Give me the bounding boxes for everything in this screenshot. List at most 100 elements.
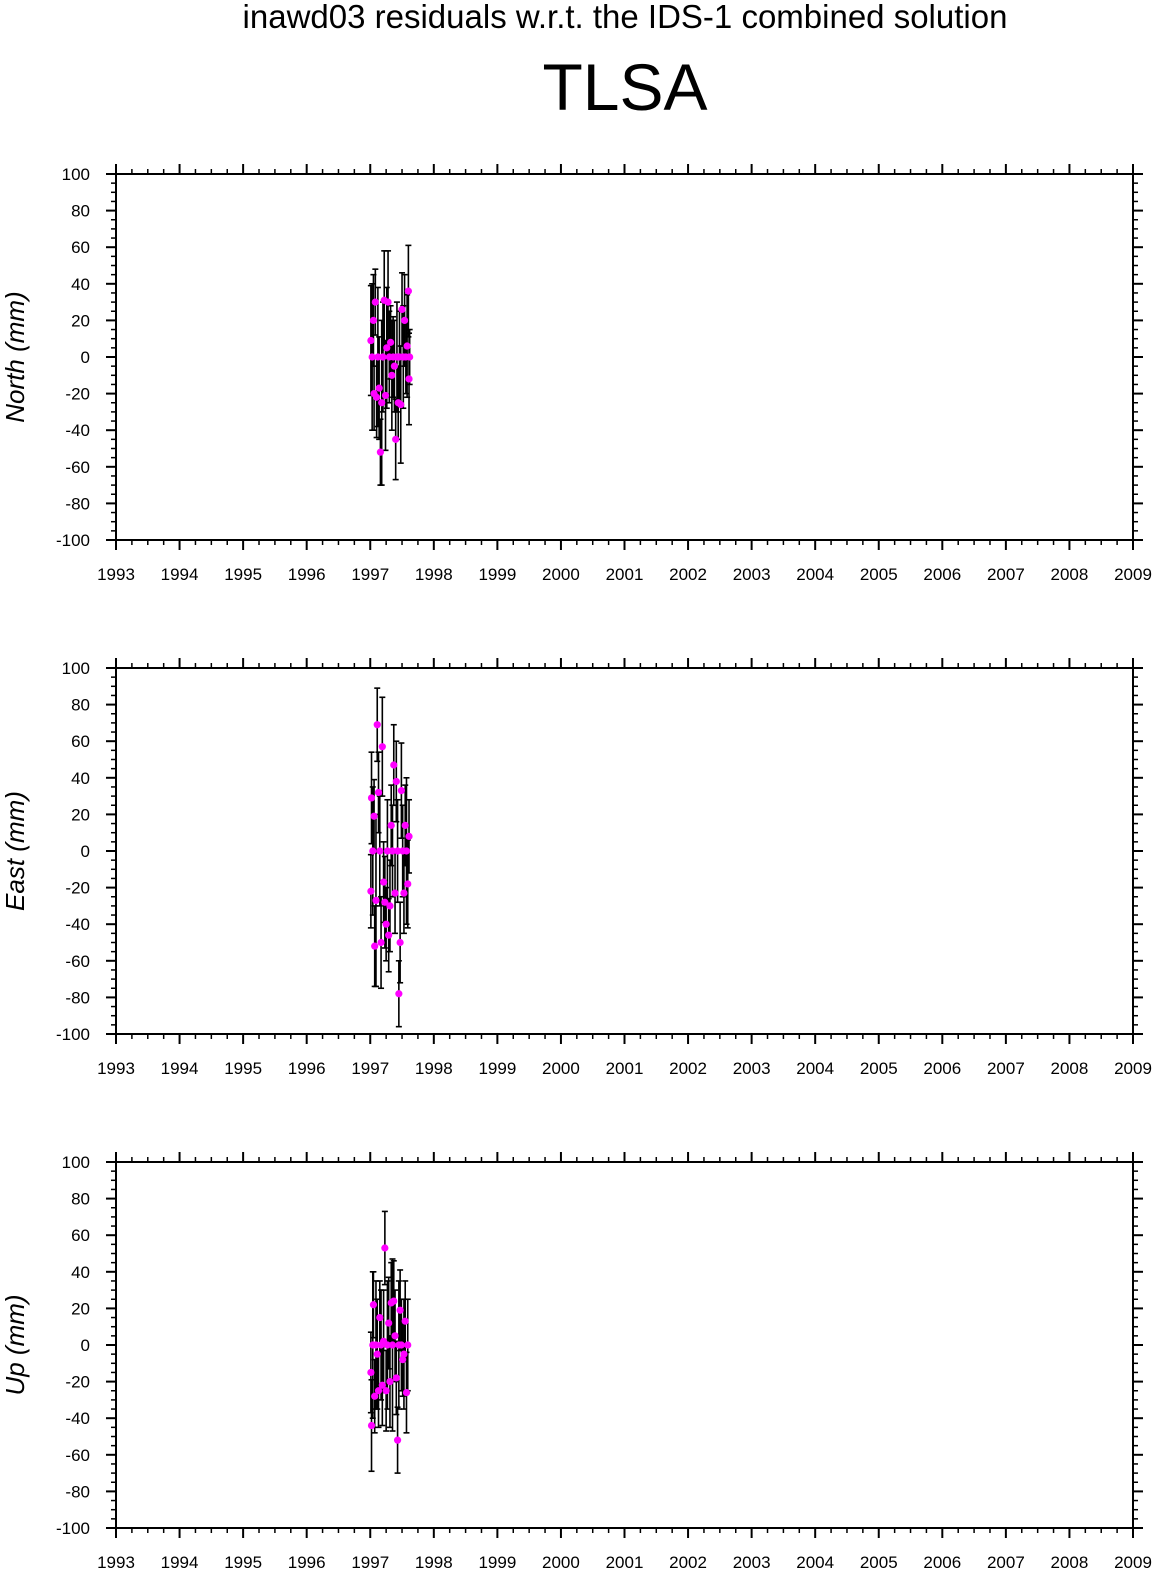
x-tick-label: 2002 — [669, 565, 707, 584]
data-point — [371, 942, 379, 950]
data-point — [376, 1313, 384, 1322]
x-tick-label: 1996 — [288, 1553, 326, 1572]
x-tick-label: 1997 — [351, 1059, 389, 1078]
data-point — [406, 353, 414, 361]
x-tick-label: 2007 — [987, 1059, 1025, 1078]
data-point — [402, 1388, 411, 1397]
y-tick-label: 100 — [62, 659, 90, 678]
x-tick-label: 2007 — [987, 1553, 1025, 1572]
data-point — [371, 1392, 379, 1400]
data-point — [381, 898, 389, 906]
data-point — [391, 889, 399, 897]
chart-supertitle: inawd03 residuals w.r.t. the IDS-1 combi… — [242, 0, 1008, 35]
data-point — [390, 761, 398, 769]
data-point — [393, 1436, 402, 1444]
data-point — [401, 821, 409, 829]
data-point — [386, 338, 395, 346]
data-point — [367, 887, 375, 895]
y-tick-label: 60 — [71, 238, 90, 257]
y-tick-label: -20 — [65, 1373, 90, 1392]
data-point — [369, 1301, 378, 1309]
data-point — [397, 400, 405, 409]
y-tick-label: 20 — [71, 1299, 90, 1318]
data-point — [401, 1317, 409, 1325]
y-tick-label: 80 — [71, 696, 90, 715]
y-tick-label: 0 — [81, 1336, 90, 1355]
data-point — [390, 362, 399, 370]
x-tick-label: 1994 — [161, 565, 199, 584]
x-tick-label: 2009 — [1114, 1059, 1152, 1078]
y-tick-label: 20 — [71, 311, 90, 330]
x-tick-label: 2003 — [733, 565, 771, 584]
x-tick-label: 2004 — [796, 1059, 834, 1078]
data-point — [376, 847, 384, 855]
data-point — [374, 353, 382, 361]
data-point — [404, 880, 412, 888]
y-tick-label: 0 — [81, 348, 90, 367]
y-tick-label: 80 — [71, 202, 90, 221]
data-point — [379, 353, 387, 361]
x-tick-label: 2005 — [860, 1059, 898, 1078]
x-tick-label: 1994 — [161, 1553, 199, 1572]
data-point — [404, 287, 412, 295]
x-tick-label: 1999 — [478, 1553, 516, 1572]
y-tick-label: -60 — [65, 458, 90, 477]
data-point — [381, 391, 390, 400]
data-point — [370, 812, 378, 820]
data-point — [383, 847, 392, 855]
data-point — [386, 1378, 394, 1386]
y-tick-label: 40 — [71, 769, 90, 788]
x-tick-label: 2008 — [1051, 1553, 1089, 1572]
data-point — [397, 1341, 405, 1349]
data-point — [378, 743, 386, 751]
x-tick-label: 1993 — [97, 565, 135, 584]
data-point — [382, 920, 390, 928]
data-point — [368, 353, 376, 361]
data-point — [367, 794, 376, 802]
data-point — [396, 938, 404, 947]
data-point — [369, 847, 377, 855]
x-tick-label: 1999 — [478, 1059, 516, 1078]
data-point — [378, 1381, 386, 1389]
y-tick-label: 40 — [71, 275, 90, 294]
data-point — [383, 1341, 392, 1349]
data-point — [367, 1368, 375, 1377]
data-point — [404, 1341, 412, 1349]
data-point — [369, 316, 378, 324]
x-tick-label: 1996 — [288, 1059, 326, 1078]
data-point — [405, 832, 413, 840]
x-tick-label: 1997 — [351, 565, 389, 584]
x-tick-label: 2006 — [923, 1553, 961, 1572]
x-tick-label: 2006 — [923, 565, 961, 584]
panel-1: 1993 1994 1995 1996 1997 1998 1999 2000 2001 2002… — [0, 658, 1152, 1078]
x-tick-label: 1993 — [97, 1059, 135, 1078]
data-point — [374, 788, 383, 797]
data-point — [388, 847, 397, 855]
y-tick-label: 0 — [81, 842, 90, 861]
x-tick-label: 2005 — [860, 565, 898, 584]
y-axis-title: Up (mm) — [0, 1294, 30, 1395]
data-point — [400, 889, 408, 897]
data-point — [397, 787, 405, 795]
data-point — [378, 399, 386, 407]
y-tick-label: -40 — [65, 915, 90, 934]
data-point — [376, 448, 385, 456]
data-point — [384, 298, 392, 306]
data-point — [373, 1350, 381, 1358]
data-point — [392, 777, 400, 786]
y-tick-label: -40 — [65, 1409, 90, 1428]
station-title: TLSA — [542, 50, 708, 124]
data-point — [400, 1350, 408, 1358]
x-tick-label: 2000 — [542, 1059, 580, 1078]
y-axis-title: North (mm) — [0, 291, 30, 422]
x-tick-label: 2004 — [796, 1553, 834, 1572]
x-tick-label: 2004 — [796, 565, 834, 584]
plot-frame — [115, 667, 1134, 1035]
x-tick-label: 2003 — [733, 1059, 771, 1078]
x-tick-label: 1998 — [415, 1553, 453, 1572]
data-point — [374, 1387, 383, 1395]
x-tick-label: 2008 — [1051, 1059, 1089, 1078]
data-point — [391, 1332, 399, 1340]
x-tick-label: 1998 — [415, 1059, 453, 1078]
